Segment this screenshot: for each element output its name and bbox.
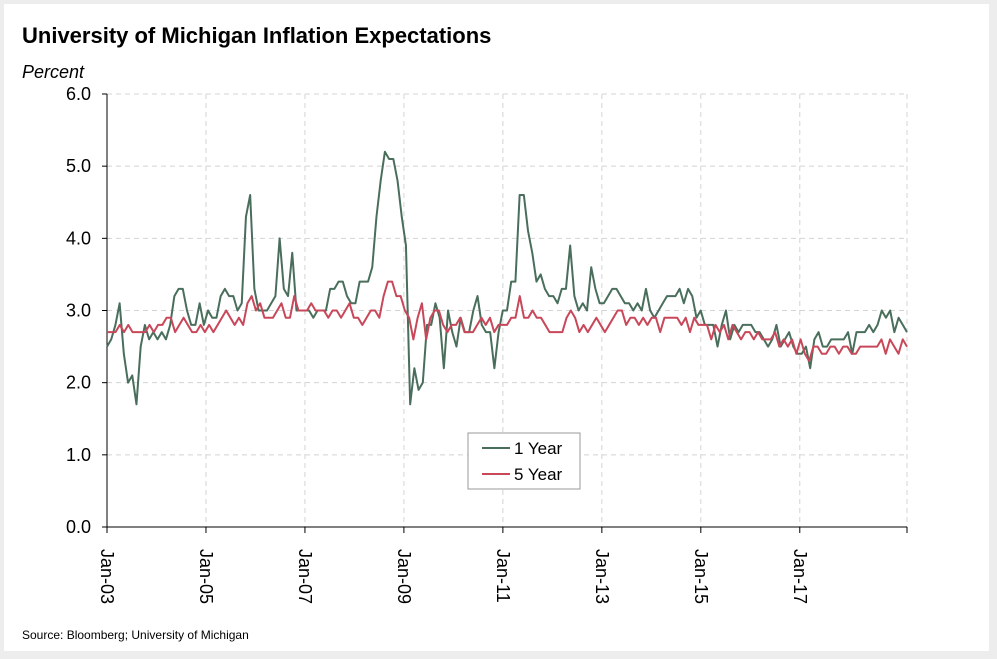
legend-box xyxy=(467,432,581,490)
x-tick-label: Jan-03 xyxy=(97,549,117,604)
y-tick-label: 2.0 xyxy=(66,373,91,393)
x-tick-label: Jan-07 xyxy=(295,549,315,604)
x-tick-label: Jan-05 xyxy=(196,549,216,604)
y-tick-label: 4.0 xyxy=(66,228,91,248)
y-unit-label: Percent xyxy=(22,62,85,82)
x-tick-label: Jan-17 xyxy=(790,549,810,604)
y-tick-label: 3.0 xyxy=(66,301,91,321)
x-tick-label: Jan-09 xyxy=(394,549,414,604)
x-tick-label: Jan-11 xyxy=(493,549,513,603)
series-line-1-year xyxy=(106,150,908,406)
y-tick-label: 6.0 xyxy=(66,84,91,104)
legend-label: 1 Year xyxy=(514,439,563,458)
x-tick-label: Jan-15 xyxy=(691,549,711,604)
legend-label: 5 Year xyxy=(514,465,563,484)
x-tick-label: Jan-13 xyxy=(592,549,612,604)
y-tick-label: 0.0 xyxy=(66,517,91,537)
y-tick-label: 5.0 xyxy=(66,156,91,176)
y-tick-label: 1.0 xyxy=(66,445,91,465)
source-note: Source: Bloomberg; University of Michiga… xyxy=(22,628,249,642)
chart-title: University of Michigan Inflation Expecta… xyxy=(22,23,492,48)
series-line-5-year xyxy=(107,280,908,363)
